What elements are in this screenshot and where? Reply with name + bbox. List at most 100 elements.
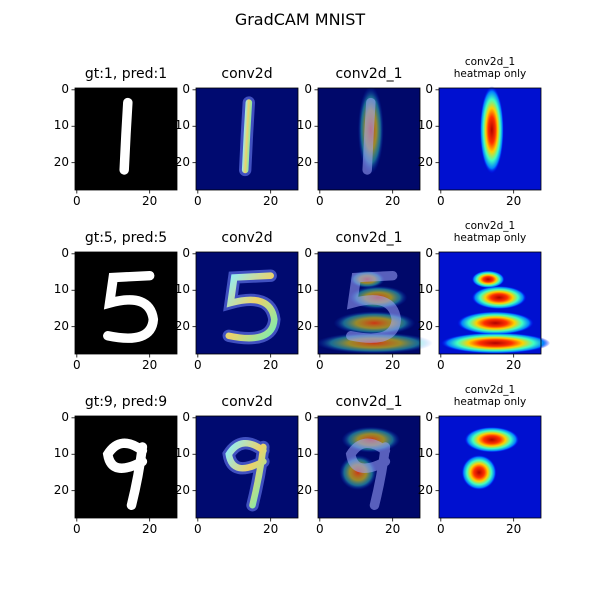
- axes-title: conv2d_1 heatmap only: [453, 220, 527, 244]
- digit-stroke: [345, 438, 391, 510]
- y-tick-label: 0: [304, 245, 312, 260]
- axes-title: gt:5, pred:5: [84, 230, 168, 246]
- y-tick-label: 20: [53, 318, 69, 333]
- y-tick-label: 10: [53, 118, 69, 133]
- y-tick-label: 10: [174, 118, 190, 133]
- digit-stroke: [241, 99, 253, 174]
- y-tick-label: 20: [417, 154, 433, 169]
- image: [439, 86, 541, 190]
- y-tick-label: 20: [174, 154, 190, 169]
- x-tick-label: 0: [193, 522, 202, 536]
- x-tick-label: 20: [142, 522, 158, 536]
- axes-title: gt:1, pred:1: [84, 66, 168, 82]
- x-tick-label: 0: [193, 358, 202, 372]
- axes-title: conv2d_1 heatmap only: [453, 56, 527, 80]
- axes-title: conv2d_1: [335, 230, 403, 246]
- y-tick-label: 20: [53, 154, 69, 169]
- heat-blob: [479, 86, 504, 174]
- axes-frame: [74, 251, 178, 355]
- heat-blob: [461, 454, 497, 490]
- axes-title: conv2d_1: [335, 66, 403, 82]
- axes-frame: [195, 251, 299, 355]
- image: [196, 252, 298, 354]
- x-tick-label: 20: [385, 358, 401, 372]
- y-tick-label: 20: [174, 318, 190, 333]
- y-tick-label: 20: [296, 154, 312, 169]
- x-tick-label: 20: [506, 358, 522, 372]
- x-tick-label: 20: [263, 194, 279, 208]
- y-tick-label: 20: [417, 318, 433, 333]
- x-tick-label: 20: [263, 358, 279, 372]
- axes-frame: [195, 415, 299, 519]
- digit-stroke: [119, 97, 133, 175]
- y-tick-label: 10: [174, 282, 190, 297]
- y-tick-label: 20: [53, 482, 69, 497]
- x-tick-label: 20: [506, 194, 522, 208]
- heat-blob: [316, 332, 433, 354]
- y-tick-label: 10: [417, 282, 433, 297]
- x-tick-label: 0: [315, 522, 324, 536]
- x-tick-label: 20: [142, 194, 158, 208]
- y-tick-label: 0: [304, 409, 312, 424]
- axes-frame: [438, 251, 542, 355]
- y-tick-label: 10: [296, 446, 312, 461]
- axes-title: conv2d_1 heatmap only: [453, 384, 527, 408]
- y-tick-label: 0: [425, 81, 433, 96]
- x-tick-label: 20: [506, 522, 522, 536]
- image: [439, 252, 551, 354]
- image: [75, 252, 177, 354]
- axes-title: conv2d: [221, 230, 273, 246]
- y-tick-label: 0: [304, 81, 312, 96]
- y-tick-label: 0: [425, 245, 433, 260]
- image: [316, 252, 433, 354]
- x-tick-label: 0: [315, 358, 324, 372]
- y-tick-label: 0: [61, 245, 69, 260]
- axes-title: gt:9, pred:9: [84, 394, 168, 410]
- axes-frame: [195, 87, 299, 191]
- digit-stroke: [225, 272, 278, 342]
- digit-stroke: [103, 270, 159, 343]
- image: [439, 416, 541, 518]
- y-tick-label: 20: [417, 482, 433, 497]
- axes-frame: [74, 87, 178, 191]
- axes-frame: [74, 415, 178, 519]
- axes-frame: [317, 87, 421, 191]
- y-tick-label: 10: [174, 446, 190, 461]
- y-tick-label: 10: [417, 118, 433, 133]
- axes-frame: [317, 415, 421, 519]
- x-tick-label: 0: [72, 522, 81, 536]
- image: [75, 88, 177, 190]
- x-tick-label: 20: [385, 522, 401, 536]
- y-tick-label: 20: [174, 482, 190, 497]
- x-tick-label: 20: [142, 358, 158, 372]
- y-tick-label: 0: [182, 245, 190, 260]
- heat-blob: [457, 311, 534, 335]
- image: [196, 416, 298, 518]
- y-tick-label: 10: [53, 282, 69, 297]
- x-tick-label: 0: [436, 522, 445, 536]
- x-tick-label: 0: [72, 194, 81, 208]
- image: [196, 88, 298, 190]
- axes-title: conv2d: [221, 394, 273, 410]
- y-tick-label: 10: [417, 446, 433, 461]
- digit-stroke: [362, 97, 376, 175]
- image: [318, 86, 420, 190]
- y-tick-label: 10: [53, 446, 69, 461]
- y-tick-label: 10: [296, 282, 312, 297]
- x-tick-label: 0: [72, 358, 81, 372]
- y-tick-label: 0: [61, 409, 69, 424]
- x-tick-label: 0: [193, 194, 202, 208]
- y-tick-label: 0: [182, 81, 190, 96]
- x-tick-label: 20: [263, 522, 279, 536]
- digit-stroke: [346, 270, 402, 343]
- x-tick-label: 0: [315, 194, 324, 208]
- axes-frame: [317, 251, 421, 355]
- y-tick-label: 20: [296, 318, 312, 333]
- heat-blob: [471, 270, 505, 289]
- y-tick-label: 20: [296, 482, 312, 497]
- image: [318, 416, 420, 518]
- axes-frame: [438, 87, 542, 191]
- x-tick-label: 0: [436, 358, 445, 372]
- axes-frame: [438, 415, 542, 519]
